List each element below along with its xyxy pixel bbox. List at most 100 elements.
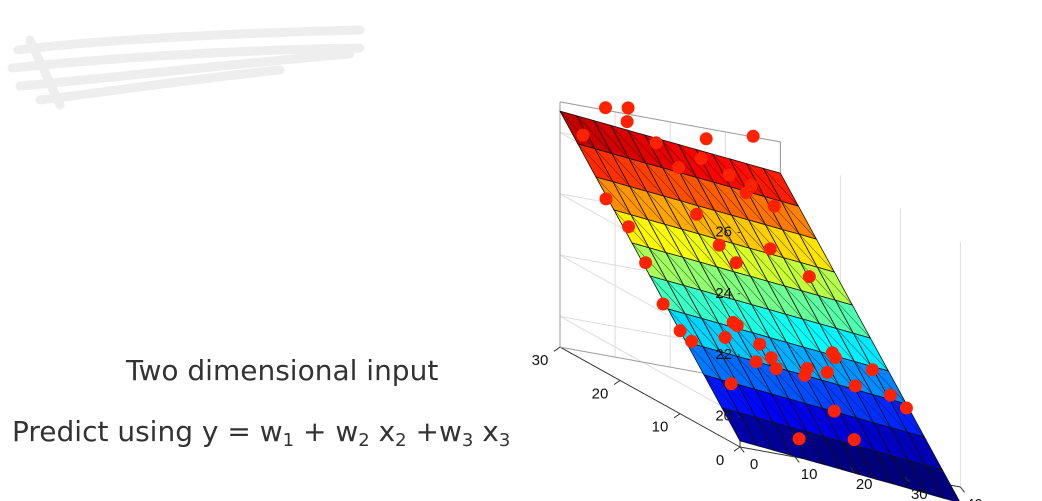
- scatter-point: [827, 404, 841, 418]
- surface-diagonal: [749, 248, 785, 287]
- scatter-point: [599, 101, 612, 115]
- scatter-point: [764, 351, 778, 365]
- surface-diagonal: [787, 370, 823, 409]
- tick-mark: [794, 456, 800, 463]
- surface-diagonal: [889, 399, 925, 438]
- x1-axis-line: [559, 346, 741, 448]
- surface-diagonal: [789, 426, 825, 465]
- surface-diagonal: [612, 181, 649, 220]
- surface-diagonal: [874, 450, 910, 489]
- surface-diagonal: [853, 333, 889, 372]
- surface-diagonal: [747, 191, 783, 230]
- scatter-point: [649, 136, 663, 150]
- scatter-point: [899, 401, 913, 415]
- surface-diagonal: [819, 323, 855, 362]
- x2-tick-label: 0: [750, 456, 758, 473]
- scatter-point: [656, 297, 670, 311]
- surface-diagonal: [645, 162, 681, 202]
- surface-diagonal: [684, 313, 721, 352]
- caption-predict-formula: Predict using y = w1 + w2 x2 +w3 x3: [12, 415, 511, 451]
- surface-diagonal: [837, 356, 873, 395]
- scatter-point: [639, 256, 653, 270]
- surface-diagonal: [786, 342, 822, 381]
- surface-diagonal: [649, 275, 686, 314]
- scatter-point: [599, 192, 613, 206]
- scatter-point: [848, 379, 862, 393]
- tick-mark: [673, 413, 681, 419]
- scatter-point: [729, 256, 743, 270]
- surface-diagonal: [805, 403, 841, 442]
- scatter-point: [622, 220, 636, 234]
- surface-diagonal: [771, 393, 807, 432]
- surface-diagonal: [665, 252, 702, 291]
- surface-diagonal: [717, 294, 753, 334]
- surface-diagonal: [753, 360, 789, 399]
- surface-diagonal: [713, 182, 749, 221]
- surface-diagonal: [610, 125, 647, 164]
- scatter-point: [746, 129, 760, 143]
- surface-diagonal: [731, 215, 767, 254]
- surface-diagonal: [855, 389, 891, 428]
- surface-diagonal: [925, 464, 960, 501]
- tick-mark: [904, 476, 910, 483]
- x2-tick-label: 10: [801, 466, 818, 483]
- x1-tick-label: 30: [532, 352, 549, 369]
- surface-diagonal: [714, 210, 750, 249]
- surface-diagonal: [733, 271, 769, 310]
- surface-diagonal: [856, 417, 892, 456]
- surface-diagonal: [800, 262, 836, 301]
- scatter-point: [800, 362, 814, 375]
- scatter-point: [722, 168, 736, 182]
- surface-diagonal: [593, 120, 630, 159]
- surface-diagonal: [737, 384, 774, 423]
- scatter-point: [753, 337, 767, 351]
- surface-diagonal: [648, 247, 685, 286]
- surface-diagonal: [772, 422, 809, 461]
- scatter-point: [744, 178, 758, 192]
- surface-diagonal: [854, 361, 890, 400]
- surface-diagonal: [835, 300, 871, 339]
- scatter-point: [763, 242, 777, 256]
- surface-diagonal: [890, 427, 926, 466]
- surface-diagonal: [821, 379, 857, 419]
- surface-diagonal: [661, 139, 697, 178]
- surface-diagonal: [788, 398, 824, 437]
- surface-diagonal: [719, 351, 756, 390]
- grid-line: [559, 316, 741, 417]
- scatter-point: [802, 270, 816, 284]
- surface-diagonal: [823, 436, 859, 475]
- surface-diagonal: [730, 186, 766, 225]
- scatter-point: [699, 132, 713, 146]
- z-tick-label: 22: [715, 346, 732, 363]
- scribble-mark: [7, 25, 365, 110]
- surface-diagonal: [559, 110, 596, 150]
- surface-diagonal: [734, 299, 770, 338]
- scatter-point: [576, 128, 590, 142]
- surface-diagonal: [801, 290, 837, 329]
- surface-diagonal: [891, 455, 927, 494]
- scatter-point: [769, 362, 783, 376]
- surface-diagonal: [781, 201, 817, 240]
- scatter-point: [726, 315, 740, 329]
- surface-diagonal: [627, 129, 663, 169]
- surface-diagonal: [576, 115, 613, 154]
- x2-tick-label: 30: [911, 486, 928, 501]
- surface-diagonal: [769, 337, 805, 376]
- surface-diagonal: [698, 233, 734, 272]
- surface-diagonal: [907, 432, 943, 471]
- surface-diagonal: [678, 144, 714, 183]
- surface-diagonal: [738, 412, 775, 451]
- x1-tick-label: 10: [652, 419, 669, 436]
- surface-diagonal: [611, 153, 648, 192]
- surface-diagonal: [839, 412, 875, 452]
- x1-tick-label: 20: [592, 385, 609, 402]
- surface-diagonal: [685, 341, 722, 380]
- scatter-point: [672, 161, 686, 174]
- surface-diagonal: [721, 407, 758, 446]
- scatter-point: [820, 365, 834, 379]
- surface-diagonal: [732, 243, 768, 282]
- surface-diagonal: [783, 257, 819, 296]
- z-tick-label: 26: [715, 223, 732, 240]
- surface-diagonal: [818, 295, 854, 334]
- surface-diagonal: [748, 219, 784, 258]
